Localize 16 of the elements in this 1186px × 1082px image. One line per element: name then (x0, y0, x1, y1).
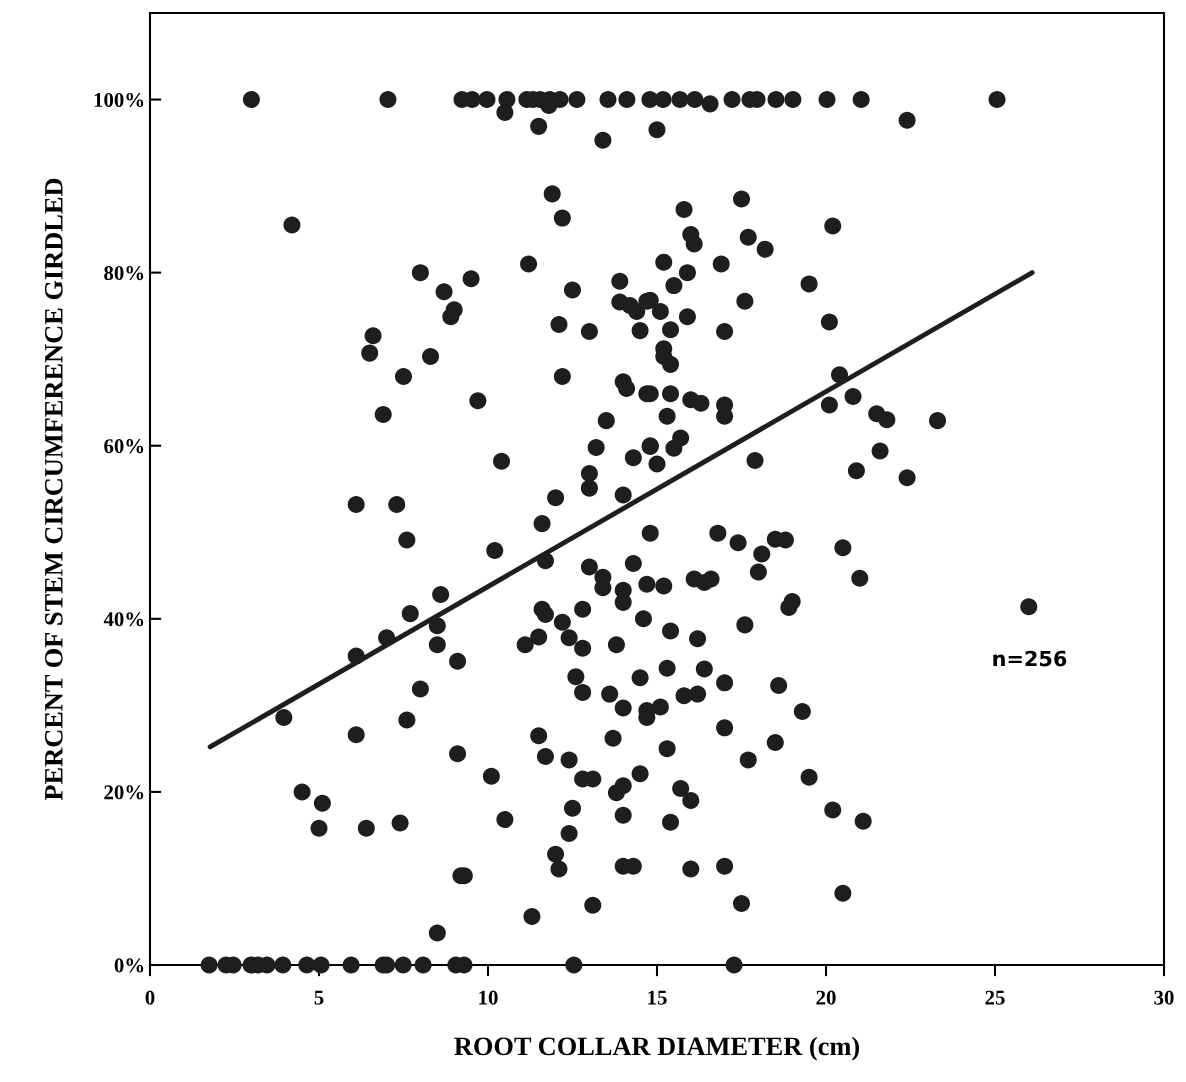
y-tick-label: 0% (114, 958, 144, 973)
x-tick-label: 25 (985, 990, 1005, 1005)
y-tick-label: 80% (104, 266, 144, 281)
x-tick-label: 20 (816, 990, 836, 1005)
x-axis-title: ROOT COLLAR DIAMETER (cm) (454, 1036, 860, 1061)
x-tick-label: 5 (314, 990, 324, 1005)
y-tick-label: 100% (94, 92, 144, 108)
y-tick-label: 60% (104, 439, 144, 454)
x-tick-label: 30 (1154, 990, 1174, 1005)
x-tick-label: 10 (479, 990, 498, 1005)
x-tick-label: 0 (145, 990, 155, 1005)
y-tick-label: 20% (104, 785, 144, 800)
y-axis-title: PERCENT OF STEM CIRCUMFERENCE GIRDLED (44, 178, 63, 801)
y-tick-label: 40% (103, 612, 144, 627)
annotation: n=256 (993, 650, 1067, 667)
x-tick-label: 15 (648, 990, 667, 1005)
